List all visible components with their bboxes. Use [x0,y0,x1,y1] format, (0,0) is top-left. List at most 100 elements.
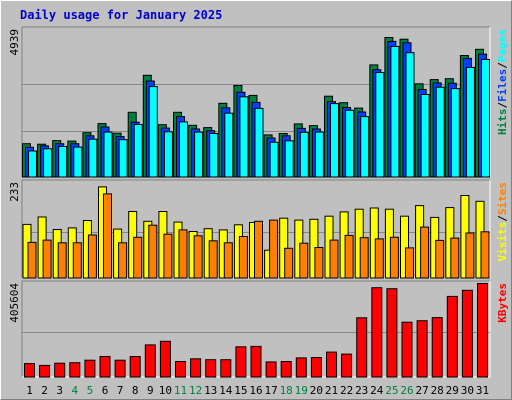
legend-separator: / [496,62,509,69]
bar-kbytes-16 [250,345,262,378]
bar-kbytes-28 [431,317,443,378]
bar-sites-1 [27,241,37,279]
day-label-2: 2 [41,384,48,397]
bar-kbytes-3 [54,362,66,378]
bar-pages-16 [254,107,264,178]
bar-kbytes-1 [24,363,35,378]
bar-kbytes-18 [280,361,292,378]
bar-kbytes-24 [371,287,383,378]
bar-pages-11 [179,121,188,178]
day-label-22: 22 [340,384,353,397]
bar-sites-9 [148,224,158,279]
bar-sites-10 [163,233,173,279]
panel-visits-sites: 233 Visits/Sites [8,179,509,279]
bar-kbytes-31 [477,283,488,378]
day-label-28: 28 [431,384,444,397]
bar-sites-31 [480,231,490,279]
day-label-12: 12 [189,384,202,397]
bar-kbytes-4 [69,362,81,378]
panel-border-dark [21,26,490,177]
day-label-19: 19 [295,384,308,397]
bar-kbytes-21 [326,351,337,378]
bar-sites-26 [405,247,414,279]
bar-pages-20 [314,131,324,178]
legend-separator: / [496,102,509,109]
bar-pages-13 [209,133,219,178]
legend-sites: Sites [496,182,509,215]
panel-legend: Visits/Sites [496,182,509,262]
bar-pages-25 [390,46,400,178]
bar-sites-19 [299,242,309,279]
bar-sites-2 [42,239,52,279]
bar-visits-26 [400,215,409,279]
bar-sites-12 [193,235,203,279]
bar-pages-12 [194,131,204,178]
day-label-1: 1 [26,384,33,397]
day-label-27: 27 [415,384,428,397]
legend-visits: Visits [496,222,509,262]
bar-pages-29 [450,88,460,178]
day-label-13: 13 [204,384,217,397]
bar-pages-10 [163,131,173,178]
day-label-23: 23 [355,384,368,397]
bar-kbytes-5 [84,359,96,378]
day-label-25: 25 [385,384,398,397]
bar-kbytes-30 [461,289,473,378]
bars-visits-sites [22,186,490,279]
day-label-9: 9 [147,384,154,397]
day-label-15: 15 [234,384,247,397]
bar-pages-26 [405,52,415,178]
bar-pages-31 [481,59,490,178]
bar-pages-28 [435,86,445,178]
bar-sites-16 [254,220,263,279]
bar-pages-6 [103,131,113,178]
bar-kbytes-26 [401,321,413,378]
y-max-label: 405604 [8,283,21,323]
bar-pages-14 [224,112,234,178]
bar-pages-9 [148,86,158,178]
bar-pages-5 [88,138,98,178]
bar-kbytes-6 [99,356,111,378]
day-label-5: 5 [87,384,94,397]
bars-pages-files-hits [22,37,490,178]
day-label-31: 31 [476,384,489,397]
bar-kbytes-11 [175,361,186,378]
bar-kbytes-20 [310,357,322,378]
bar-sites-17 [269,219,279,279]
panel-border-dark [21,280,490,377]
bar-kbytes-29 [446,295,458,378]
y-max-label: 4939 [8,29,21,56]
legend-files: Files [496,69,509,102]
bar-pages-22 [345,109,355,178]
bar-kbytes-15 [235,346,247,378]
day-label-7: 7 [117,384,124,397]
bar-pages-15 [239,96,249,178]
bar-pages-4 [73,146,83,178]
day-label-26: 26 [400,384,413,397]
bars-kbytes [24,283,488,378]
day-axis: 1 2 3 4 5 6 7 8 9 10 11 12 13 14 15 16 17 18 19 20 21 22 23 24 2… [26,384,489,397]
bar-sites-29 [450,237,460,279]
bar-kbytes-25 [386,288,398,378]
panel-legend: Hits/Files/Pages [496,29,509,135]
bar-sites-7 [118,242,128,279]
bar-kbytes-9 [144,344,156,378]
bar-sites-18 [284,247,294,279]
y-max-label: 233 [8,182,21,202]
day-label-21: 21 [325,384,338,397]
bar-sites-14 [223,242,233,279]
bar-pages-17 [269,141,279,178]
bar-pages-27 [420,94,430,178]
bar-sites-25 [389,236,399,279]
bar-sites-13 [208,240,218,279]
bar-sites-24 [374,238,384,279]
panel-pages-files-hits: 4939 Hits/Files/Pages [8,26,509,178]
bar-sites-8 [133,236,143,279]
bar-kbytes-23 [356,317,368,378]
day-label-18: 18 [280,384,293,397]
chart-panels: 4939Hits/Files/Pages233Visits/Sites40560… [8,26,509,378]
bar-pages-21 [330,103,339,178]
bar-sites-15 [238,236,248,279]
